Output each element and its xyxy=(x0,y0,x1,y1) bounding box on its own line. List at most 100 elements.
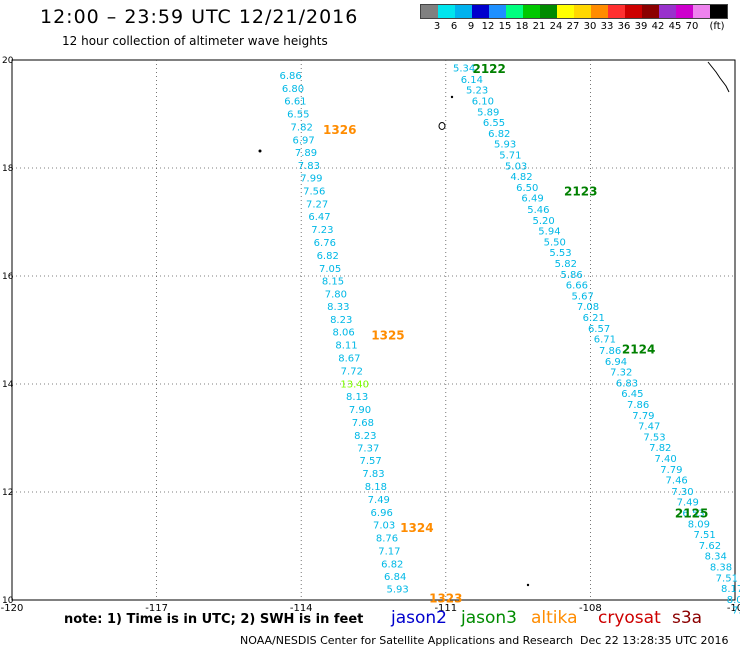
wave-height-value: 7.89 xyxy=(295,148,317,159)
wave-height-value: 5.23 xyxy=(466,86,488,97)
legend-swatch xyxy=(506,5,523,18)
wave-height-value: 7.83 xyxy=(298,161,320,172)
legend-swatch xyxy=(710,5,727,18)
legend-swatch xyxy=(489,5,506,18)
legend-label: 24 xyxy=(549,21,563,32)
wave-height-value: 6.50 xyxy=(516,183,538,194)
timestamp-text: Dec 22 13:28:35 UTC 2016 xyxy=(580,634,729,647)
wave-height-value: 7.08 xyxy=(577,302,599,313)
wave-height-value: 7.57 xyxy=(359,456,381,467)
x-tick-label: -10 xyxy=(727,603,740,614)
y-tick-label: 12 xyxy=(2,488,13,498)
wave-height-value: 7.30 xyxy=(671,487,693,498)
wave-height-value: 6.71 xyxy=(594,335,616,346)
wave-height-value: 6.80 xyxy=(282,84,304,95)
wave-height-value: 6.61 xyxy=(284,97,306,108)
wave-height-value: 6.82 xyxy=(488,129,510,140)
pass-id-label: 2125 xyxy=(675,507,708,521)
wave-height-value: 7.67 xyxy=(732,606,740,617)
footer-note: note: 1) Time is in UTC; 2) SWH is in fe… xyxy=(64,612,364,627)
legend-label: 9 xyxy=(467,21,475,32)
wave-height-value: 7.47 xyxy=(638,422,660,433)
pass-id-label: 1325 xyxy=(371,328,404,342)
y-tick-label: 18 xyxy=(2,164,14,174)
legend-swatch xyxy=(574,5,591,18)
wave-height-value: 7.05 xyxy=(319,264,341,275)
wave-height-value: 6.21 xyxy=(583,313,605,324)
wave-height-value: 6.76 xyxy=(314,238,336,249)
wave-height-value: 6.47 xyxy=(308,212,330,223)
wave-height-value: 5.46 xyxy=(527,205,549,216)
wave-height-value: 7.03 xyxy=(373,520,395,531)
wave-height-value: 7.32 xyxy=(610,368,632,379)
wave-height-value: 8.33 xyxy=(327,302,349,313)
y-tick-label: 20 xyxy=(2,56,14,66)
legend-swatch xyxy=(591,5,608,18)
wave-height-value: 7.68 xyxy=(352,418,374,429)
wave-height-value: 6.97 xyxy=(292,135,314,146)
wave-height-value: 8.38 xyxy=(710,563,732,574)
wave-height-value: 8.06 xyxy=(332,328,354,339)
credit-text: NOAA/NESDIS Center for Satellite Applica… xyxy=(240,634,574,647)
legend-label: 70 xyxy=(685,21,699,32)
wave-height-value: 7.49 xyxy=(368,495,390,506)
wave-height-value: 8.34 xyxy=(705,552,727,563)
legend-label: 21 xyxy=(532,21,546,32)
wave-height-value: 6.53 xyxy=(682,509,704,520)
wave-height-value: 6.96 xyxy=(371,508,393,519)
wave-height-value: 7.49 xyxy=(677,498,699,509)
wave-height-value: 6.86 xyxy=(279,71,301,82)
wave-height-value: 7.46 xyxy=(666,476,688,487)
x-tick-label: -108 xyxy=(579,603,602,614)
legend-swatch xyxy=(438,5,455,18)
wave-height-value: 6.10 xyxy=(472,97,494,108)
wave-height-value: 5.34 xyxy=(453,64,475,75)
legend-label: 39 xyxy=(634,21,648,32)
wave-height-value: 6.49 xyxy=(521,194,543,205)
map-frame xyxy=(11,59,736,601)
mission-label-altika: altika xyxy=(531,608,578,628)
coastline xyxy=(707,61,730,93)
page-subtitle: 12 hour collection of altimeter wave hei… xyxy=(62,34,328,48)
legend-label: 42 xyxy=(651,21,665,32)
wave-height-value: 7.86 xyxy=(627,400,649,411)
legend-swatch xyxy=(659,5,676,18)
wave-height-value: 8.13 xyxy=(346,392,368,403)
wave-height-value: 6.82 xyxy=(317,251,339,262)
legend-label: 18 xyxy=(515,21,529,32)
wave-height-value: 8.23 xyxy=(354,431,376,442)
page-title: 12:00 – 23:59 UTC 12/21/2016 xyxy=(40,6,359,28)
wave-height-value: 8.18 xyxy=(365,482,387,493)
wave-height-value: 6.55 xyxy=(287,109,309,120)
wave-height-value: 6.84 xyxy=(384,572,406,583)
x-tick-label: -117 xyxy=(145,603,168,614)
legend-swatch xyxy=(523,5,540,18)
pass-id-label: 2124 xyxy=(622,342,655,356)
legend-label: 3 xyxy=(433,21,441,32)
legend-label: 27 xyxy=(566,21,580,32)
wave-height-value: 7.79 xyxy=(632,411,654,422)
wave-height-value: 13.40 xyxy=(340,379,369,390)
wave-height-value: 7.90 xyxy=(349,405,371,416)
legend-label-row: 3 6 9 12 15 18 21 24 27 30 33 36 39 42 45 70 (ft) xyxy=(420,19,728,33)
pass-id-label: 1323 xyxy=(429,591,462,605)
wave-height-value: 5.93 xyxy=(386,585,408,596)
pass-id-label: 2122 xyxy=(472,62,505,76)
wave-height-value: 7.37 xyxy=(357,444,379,455)
x-tick-label: -114 xyxy=(290,603,313,614)
wave-height-value: 7.51 xyxy=(716,573,738,584)
wave-height-value: 8.67 xyxy=(338,354,360,365)
wave-height-value: 8.15 xyxy=(322,276,344,287)
mission-label-s3a: s3a xyxy=(672,608,703,628)
island xyxy=(438,122,446,130)
legend-label: 30 xyxy=(583,21,597,32)
wave-height-value: 5.89 xyxy=(477,107,499,118)
pass-id-label: 1326 xyxy=(323,123,356,137)
wave-height-value: 5.03 xyxy=(505,161,527,172)
wave-height-value: 6.94 xyxy=(605,357,627,368)
y-tick-label: 10 xyxy=(2,596,14,606)
mission-label-cryosat: cryosat xyxy=(598,608,661,628)
legend-label: 12 xyxy=(481,21,495,32)
legend-swatch xyxy=(625,5,642,18)
legend-label: 6 xyxy=(450,21,458,32)
